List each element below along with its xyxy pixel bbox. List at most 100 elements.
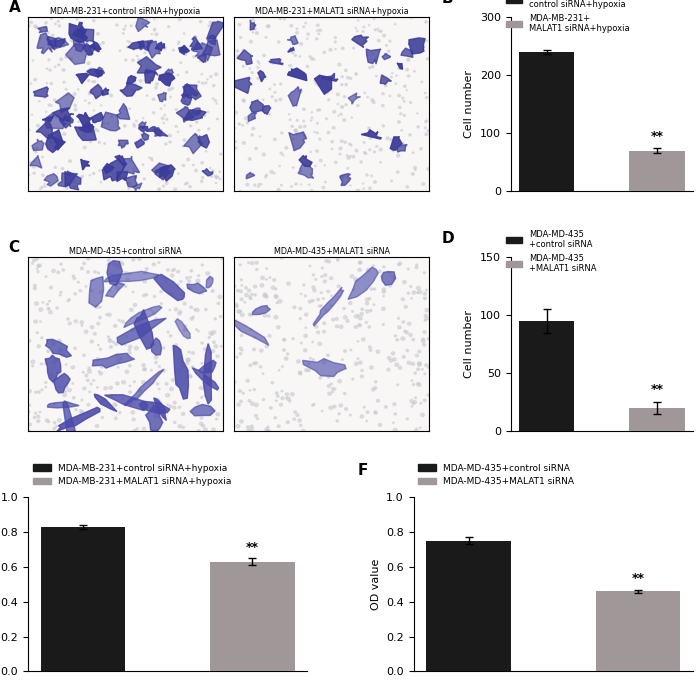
Circle shape — [424, 297, 426, 299]
Circle shape — [219, 316, 222, 318]
Circle shape — [129, 108, 130, 110]
Circle shape — [250, 314, 252, 316]
Circle shape — [392, 149, 394, 151]
Circle shape — [286, 393, 288, 396]
Circle shape — [97, 95, 98, 97]
Circle shape — [150, 60, 152, 62]
Circle shape — [90, 50, 92, 52]
Circle shape — [253, 27, 256, 30]
Circle shape — [37, 264, 40, 267]
Circle shape — [325, 260, 328, 262]
Circle shape — [239, 290, 242, 292]
Polygon shape — [83, 43, 96, 55]
Circle shape — [356, 278, 358, 281]
Circle shape — [57, 64, 59, 65]
Circle shape — [291, 51, 294, 54]
Polygon shape — [134, 310, 154, 349]
Circle shape — [123, 125, 126, 127]
Circle shape — [159, 188, 160, 190]
Circle shape — [276, 395, 279, 397]
Circle shape — [361, 369, 363, 371]
Circle shape — [349, 414, 351, 416]
Circle shape — [300, 342, 302, 344]
Polygon shape — [34, 87, 48, 97]
Circle shape — [367, 97, 368, 98]
Circle shape — [342, 47, 344, 49]
Circle shape — [63, 82, 65, 83]
Circle shape — [370, 310, 372, 312]
Circle shape — [164, 47, 166, 49]
Circle shape — [239, 312, 241, 313]
Circle shape — [426, 97, 428, 99]
Polygon shape — [313, 287, 344, 326]
Circle shape — [382, 125, 384, 127]
Circle shape — [238, 23, 241, 26]
Circle shape — [295, 132, 298, 134]
Circle shape — [65, 56, 67, 58]
Circle shape — [314, 132, 315, 133]
Text: A: A — [8, 0, 20, 14]
Circle shape — [28, 25, 30, 27]
Circle shape — [141, 408, 144, 410]
Circle shape — [183, 33, 185, 34]
Circle shape — [158, 262, 160, 264]
Circle shape — [204, 395, 206, 397]
Circle shape — [123, 108, 125, 110]
Circle shape — [250, 427, 253, 430]
Circle shape — [185, 371, 188, 372]
Circle shape — [420, 402, 422, 404]
Legend: MDA-MB-231+
control siRNA+hypoxia, MDA-MB-231+
MALAT1 siRNA+hypoxia: MDA-MB-231+ control siRNA+hypoxia, MDA-M… — [506, 0, 630, 33]
Circle shape — [267, 25, 270, 27]
Circle shape — [398, 106, 401, 109]
Circle shape — [277, 425, 280, 427]
Circle shape — [133, 83, 136, 86]
Circle shape — [384, 406, 387, 408]
Circle shape — [134, 429, 136, 432]
Polygon shape — [117, 319, 167, 345]
Circle shape — [424, 399, 426, 401]
Circle shape — [153, 312, 155, 314]
Circle shape — [278, 41, 280, 43]
Circle shape — [197, 275, 199, 277]
Circle shape — [324, 165, 326, 166]
Circle shape — [295, 129, 298, 132]
Circle shape — [116, 24, 118, 26]
Circle shape — [365, 153, 367, 155]
Polygon shape — [248, 113, 257, 121]
Circle shape — [46, 21, 47, 23]
Polygon shape — [228, 317, 269, 345]
Circle shape — [258, 63, 260, 64]
Circle shape — [79, 78, 83, 81]
Circle shape — [339, 404, 342, 407]
Circle shape — [358, 262, 361, 264]
Circle shape — [398, 67, 400, 69]
Circle shape — [412, 384, 414, 386]
Circle shape — [240, 298, 243, 301]
Circle shape — [324, 360, 326, 361]
Polygon shape — [94, 67, 104, 78]
Circle shape — [65, 364, 67, 365]
Circle shape — [63, 393, 66, 397]
Circle shape — [251, 18, 255, 21]
Circle shape — [87, 257, 90, 260]
Circle shape — [290, 41, 293, 42]
Circle shape — [78, 121, 79, 123]
Circle shape — [144, 178, 146, 179]
Circle shape — [321, 267, 323, 269]
Circle shape — [196, 329, 197, 330]
Circle shape — [366, 269, 370, 272]
Circle shape — [393, 358, 396, 361]
Circle shape — [384, 85, 386, 87]
Circle shape — [155, 414, 158, 417]
Circle shape — [273, 63, 274, 64]
Circle shape — [244, 301, 246, 303]
Circle shape — [266, 429, 269, 432]
Circle shape — [239, 390, 241, 393]
Circle shape — [369, 297, 371, 299]
Circle shape — [423, 343, 426, 346]
Circle shape — [284, 338, 285, 340]
Circle shape — [407, 58, 410, 61]
Circle shape — [425, 317, 428, 320]
Circle shape — [99, 292, 101, 293]
Circle shape — [88, 102, 90, 104]
